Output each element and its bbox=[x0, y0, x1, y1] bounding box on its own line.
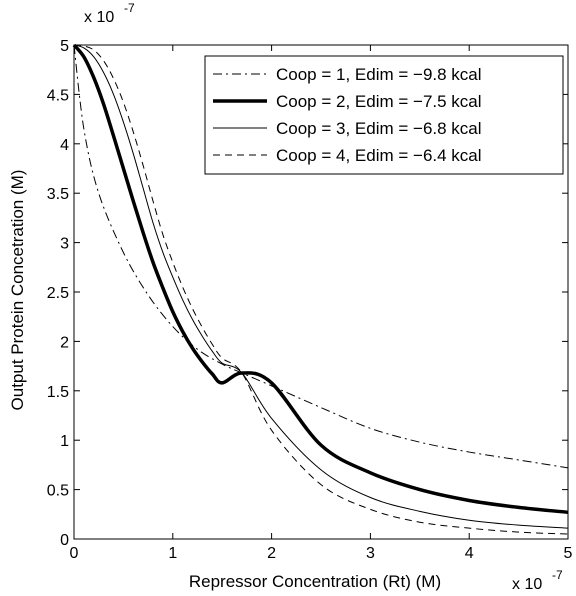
y-tick-label: 2.5 bbox=[47, 285, 69, 302]
y-tick-label: 3.5 bbox=[47, 186, 69, 203]
y-tick-label: 3 bbox=[60, 236, 69, 253]
legend-entry-label: Coop = 1, Edim = −9.8 kcal bbox=[276, 65, 482, 84]
x-tick-label: 4 bbox=[465, 545, 474, 562]
x-tick-label: 1 bbox=[168, 545, 177, 562]
x-tick-label: 3 bbox=[366, 545, 375, 562]
series-line-coop-3 bbox=[73, 44, 569, 529]
y-tick-label: 0.5 bbox=[47, 483, 69, 500]
legend-box bbox=[204, 55, 564, 175]
y-axis-exponent: x 10 -7 bbox=[84, 1, 135, 26]
legend-entry-label: Coop = 3, Edim = −6.8 kcal bbox=[276, 119, 482, 138]
x-axis-exponent: x 10 -7 bbox=[512, 568, 563, 593]
y-tick-label: 2 bbox=[60, 334, 69, 351]
x-axis-label: Repressor Concentration (Rt) (M) bbox=[189, 572, 441, 591]
series-line-coop-4 bbox=[73, 44, 569, 535]
series-lines bbox=[72, 43, 569, 535]
legend-entry-label: Coop = 2, Edim = −7.5 kcal bbox=[276, 92, 482, 111]
legend-entry-label: Coop = 4, Edim = −6.4 kcal bbox=[276, 146, 482, 165]
series-line-coop-2 bbox=[72, 43, 569, 515]
plot-frame bbox=[73, 44, 569, 540]
legend: Coop = 1, Edim = −9.8 kcal Coop = 2, Edim… bbox=[204, 55, 564, 175]
y-tick-label: 1.5 bbox=[47, 384, 69, 401]
x-exponent-power: -7 bbox=[552, 568, 563, 582]
x-exponent-base: x 10 bbox=[512, 576, 542, 593]
y-exponent-power: -7 bbox=[124, 1, 135, 15]
y-tick-label: 1 bbox=[60, 433, 69, 450]
x-tick-label: 2 bbox=[267, 545, 276, 562]
y-tick-label: 5 bbox=[60, 38, 69, 55]
y-tick-label: 4.5 bbox=[47, 87, 69, 104]
y-tick-label: 0 bbox=[60, 532, 69, 549]
y-tick-label: 4 bbox=[60, 137, 69, 154]
x-tick-label: 5 bbox=[564, 545, 573, 562]
y-axis-label: Output Protein Concetration (M) bbox=[8, 170, 27, 411]
y-exponent-base: x 10 bbox=[84, 9, 114, 26]
x-tick-label: 0 bbox=[70, 545, 79, 562]
